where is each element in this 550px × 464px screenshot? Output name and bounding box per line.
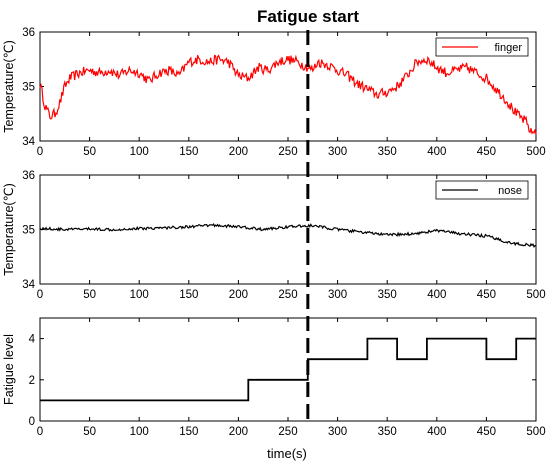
panel-nose: 0 50 100 150 200 250 300 350 400 450 500 34 35 36 Temp… — [2, 170, 546, 301]
x-tick-label: 350 — [378, 426, 397, 438]
fatigue-level-line — [40, 337, 536, 402]
x-tick-label: 0 — [37, 146, 43, 158]
y-tick-label: 4 — [29, 334, 36, 346]
nose-series-line — [39, 223, 537, 248]
legend-box — [435, 180, 529, 200]
x-tick-label: 450 — [477, 146, 496, 158]
y-tick-label: 34 — [22, 136, 35, 148]
x-tick-label: 300 — [328, 146, 347, 158]
x-tick-label: 50 — [83, 426, 96, 438]
y-axis-label: Temperature(℃) — [2, 40, 16, 133]
legend-label: nose — [498, 185, 522, 197]
y-tick-label: 34 — [22, 279, 35, 291]
x-tick-label: 50 — [83, 289, 96, 301]
y-tick-label: 2 — [29, 375, 35, 387]
x-tick-label: 0 — [37, 289, 43, 301]
x-tick-label: 500 — [526, 426, 545, 438]
x-tick-label: 500 — [526, 289, 545, 301]
x-tick-label: 250 — [278, 289, 297, 301]
legend-label: finger — [494, 42, 522, 54]
fatigue-start-title: Fatigue start — [257, 7, 359, 26]
legend-box — [435, 37, 529, 57]
x-tick-label: 250 — [278, 426, 297, 438]
panel-finger: 0 50 100 150 200 250 300 350 400 450 500 34 35 36 Temp… — [2, 27, 546, 158]
x-axis-label: time(s) — [267, 446, 307, 461]
x-tick-label: 0 — [37, 426, 43, 438]
x-tick-label: 400 — [427, 146, 446, 158]
x-tick-label: 100 — [130, 289, 149, 301]
x-tick-label: 400 — [427, 289, 446, 301]
y-axis-label: Fatigue level — [2, 334, 16, 405]
x-tick-label: 350 — [378, 289, 397, 301]
y-tick-label: 36 — [22, 170, 35, 182]
x-tick-label: 200 — [229, 146, 248, 158]
y-tick-label: 0 — [29, 416, 35, 428]
y-axis-label: Temperature(℃) — [2, 183, 16, 276]
x-tick-label: 100 — [130, 426, 149, 438]
x-tick-label: 400 — [427, 426, 446, 438]
x-tick-label: 350 — [378, 146, 397, 158]
y-tick-label: 36 — [22, 27, 35, 39]
x-tick-label: 300 — [328, 289, 347, 301]
x-tick-label: 50 — [83, 146, 96, 158]
x-tick-label: 250 — [278, 146, 297, 158]
y-tick-label: 35 — [22, 225, 35, 237]
axes-frame — [39, 317, 537, 422]
x-tick-label: 150 — [179, 289, 198, 301]
y-tick-label: 35 — [22, 82, 35, 94]
x-tick-label: 100 — [130, 146, 149, 158]
x-tick-label: 150 — [179, 426, 198, 438]
x-tick-label: 150 — [179, 146, 198, 158]
x-tick-label: 200 — [229, 426, 248, 438]
x-tick-label: 300 — [328, 426, 347, 438]
x-tick-label: 500 — [526, 146, 545, 158]
panel-fatigue-level: 0 50 100 150 200 250 300 350 400 450 500 0 2 4 Fatigue… — [2, 317, 546, 438]
x-tick-label: 450 — [477, 426, 496, 438]
x-tick-label: 200 — [229, 289, 248, 301]
x-tick-label: 450 — [477, 289, 496, 301]
finger-series-line — [39, 54, 537, 135]
